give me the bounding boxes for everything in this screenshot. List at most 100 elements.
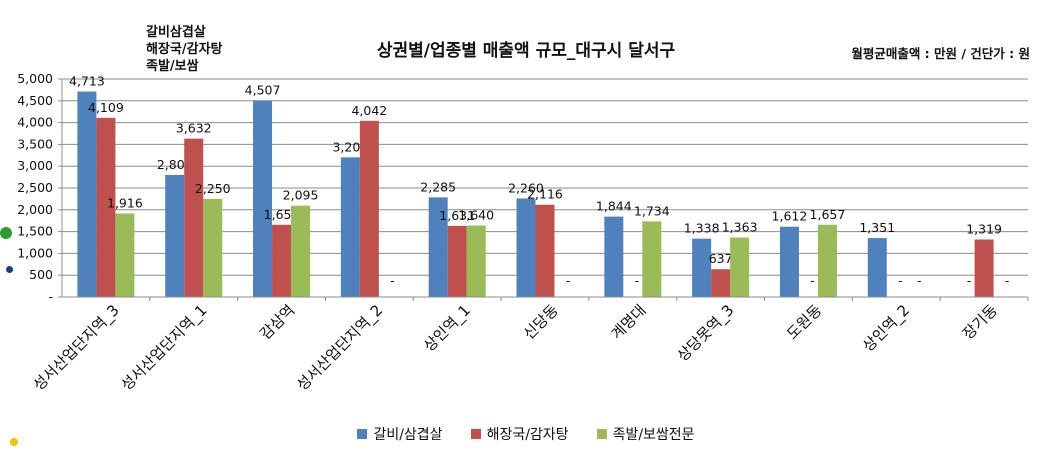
chart-title: 상권별/업종별 매출액 규모_대구시 달서구 xyxy=(376,41,676,61)
data-label: 1,916 xyxy=(107,195,143,210)
legend-label: 해장국/감자탕 xyxy=(486,427,569,443)
y-tick-label: 2,500 xyxy=(17,180,53,195)
decorative-dot xyxy=(0,227,12,239)
data-label: - xyxy=(810,274,814,288)
data-label: 3,202 xyxy=(332,139,368,154)
bar xyxy=(711,269,731,297)
bar xyxy=(779,226,799,297)
category-note: 갈비삼겹살 해장국/감자탕 족발/보쌈 xyxy=(146,24,223,75)
y-tick-label: 3,500 xyxy=(17,136,53,151)
y-tick-label: 1,500 xyxy=(17,224,53,239)
x-tick-label: 성서산업단지역_2 xyxy=(293,301,387,395)
legend-label: 족발/보쌈전문 xyxy=(612,427,695,443)
data-label: 2,800 xyxy=(157,157,193,172)
data-label: 1,319 xyxy=(966,221,1002,236)
data-label: 1,351 xyxy=(859,220,895,235)
bar xyxy=(96,117,116,298)
data-label: 1,657 xyxy=(264,207,300,222)
bar xyxy=(340,157,360,297)
bar xyxy=(203,198,223,297)
bar xyxy=(867,238,887,297)
legend-swatch xyxy=(596,429,607,439)
bar xyxy=(692,238,712,297)
x-tick-label: 장기동 xyxy=(959,301,1001,343)
bar xyxy=(272,224,292,297)
data-label: 1,734 xyxy=(634,203,670,218)
data-label: - xyxy=(635,274,639,288)
chart-legend: 갈비/삼겹살 해장국/감자탕 족발/보쌈전문 xyxy=(0,424,1052,444)
category-note-line: 갈비삼겹살 xyxy=(146,25,206,40)
legend-swatch xyxy=(470,429,481,439)
y-tick-label: 3,000 xyxy=(17,158,53,173)
data-label: 1,640 xyxy=(458,207,494,222)
bar xyxy=(974,239,994,297)
bar xyxy=(516,198,536,297)
y-tick-label: 2,000 xyxy=(17,202,53,217)
data-label: - xyxy=(1005,274,1009,288)
legend-label: 갈비/삼겹살 xyxy=(373,427,443,443)
bar xyxy=(535,204,555,297)
data-label: 1,844 xyxy=(596,199,632,214)
bar xyxy=(447,225,467,297)
data-label: 2,095 xyxy=(283,188,319,203)
x-tick-label: 도원동 xyxy=(783,301,825,343)
decorative-dot xyxy=(10,438,18,446)
data-label: 1,657 xyxy=(810,207,846,222)
bar xyxy=(428,197,448,297)
x-tick-label: 감삼역 xyxy=(256,301,298,343)
data-label: 2,260 xyxy=(508,180,544,195)
bar xyxy=(77,91,97,297)
data-label: 3,632 xyxy=(176,121,212,136)
y-tick-label: 4,500 xyxy=(17,93,53,108)
legend-swatch xyxy=(357,429,368,439)
data-label: - xyxy=(967,274,971,288)
data-label: - xyxy=(390,274,394,288)
data-label: 4,042 xyxy=(351,103,387,118)
data-label: 4,713 xyxy=(69,74,105,89)
category-note-line: 해장국/감자탕 xyxy=(146,42,223,57)
data-label: 4,507 xyxy=(245,82,281,97)
data-label: - xyxy=(917,274,921,288)
x-tick-label: 상인역_2 xyxy=(859,301,914,356)
data-label: 1,631 xyxy=(439,208,475,223)
unit-note: 월평균매출액 : 만원 / 건단가 : 원 xyxy=(851,46,1030,61)
y-tick-label: 500 xyxy=(29,267,53,282)
y-tick-label: 5,000 xyxy=(17,71,53,86)
data-label: - xyxy=(566,274,570,288)
legend-item: 갈비/삼겹살 xyxy=(357,424,443,444)
data-label: 2,285 xyxy=(420,179,456,194)
data-label: 637 xyxy=(709,251,733,266)
bar xyxy=(466,225,486,297)
data-label: - xyxy=(898,274,902,288)
x-tick-label: 성서산업단지역_3 xyxy=(30,301,124,395)
x-tick-label: 계명대 xyxy=(608,301,650,343)
legend-item: 족발/보쌈전문 xyxy=(596,424,695,444)
y-tick-label: 1,000 xyxy=(17,245,53,260)
bar xyxy=(165,174,185,297)
x-tick-label: 성서산업단지역_1 xyxy=(117,301,211,395)
data-label: 1,338 xyxy=(684,221,720,236)
bar xyxy=(359,120,379,297)
data-label: 1,612 xyxy=(772,209,808,224)
bar xyxy=(730,237,750,297)
data-label: 2,250 xyxy=(195,181,231,196)
data-label: 1,363 xyxy=(722,220,758,235)
bar xyxy=(291,205,311,297)
data-label: 4,109 xyxy=(88,100,124,115)
bar xyxy=(115,213,135,297)
x-tick-label: 상당못역_3 xyxy=(674,301,739,366)
bar xyxy=(604,216,624,297)
x-tick-label: 신당동 xyxy=(520,301,562,343)
y-tick-label: 4,000 xyxy=(17,115,53,130)
bar xyxy=(642,221,662,297)
bar xyxy=(184,138,204,297)
bar xyxy=(253,100,273,297)
y-tick-label: - xyxy=(48,289,53,304)
data-label: 2,116 xyxy=(527,187,563,202)
decorative-dot xyxy=(6,266,13,273)
bar xyxy=(817,224,837,297)
x-tick-label: 상인역_1 xyxy=(420,301,475,356)
category-note-line: 족발/보쌈 xyxy=(146,59,199,74)
legend-item: 해장국/감자탕 xyxy=(470,424,569,444)
